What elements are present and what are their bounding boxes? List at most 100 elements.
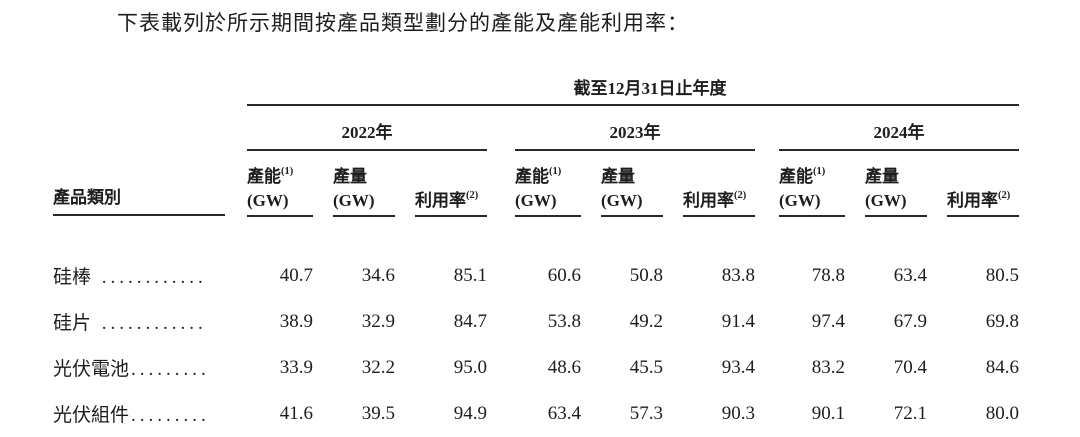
spacer xyxy=(755,345,779,391)
value-cell: 95.0 xyxy=(453,356,487,378)
value-cell: 78.8 xyxy=(811,264,845,286)
dot-leader: ......... xyxy=(131,405,210,426)
spacer xyxy=(755,299,779,345)
spacer xyxy=(313,345,333,391)
footnote-ref-2: (2) xyxy=(734,190,747,202)
spacer xyxy=(845,345,865,391)
intro-text: 下表載列於所示期間按產品類型劃分的產能及產能利用率： xyxy=(117,11,689,35)
spacer xyxy=(53,68,247,105)
spacer xyxy=(487,391,515,437)
spacer xyxy=(845,253,865,299)
output-header-2023: 產量 (GW) xyxy=(601,150,663,217)
footnote-ref-1: (1) xyxy=(813,166,826,178)
value-cell: 93.4 xyxy=(721,356,755,378)
row-header: 產品類別 xyxy=(53,186,225,216)
footnote-ref-1: (1) xyxy=(281,166,294,178)
value-cell: 84.7 xyxy=(453,310,487,332)
product-category-label: 硅片 ............ xyxy=(53,313,207,334)
spacer xyxy=(927,391,947,437)
spacer xyxy=(663,391,683,437)
spacer xyxy=(581,299,601,345)
spacer xyxy=(395,391,415,437)
value-cell: 53.8 xyxy=(547,310,581,332)
spacer xyxy=(395,253,415,299)
value-cell: 45.5 xyxy=(629,356,663,378)
utilization-header-2024: 利用率(2) xyxy=(947,150,1019,217)
value-cell: 48.6 xyxy=(547,356,581,378)
year-header-2024: 2024年 xyxy=(779,105,1019,151)
value-cell: 40.7 xyxy=(279,264,313,286)
table-row: 硅片 ............ 38.9 32.9 84.7 53.8 49.2 91.4 9… xyxy=(53,299,1019,345)
spacer xyxy=(755,105,779,150)
footnote-ref-1: (1) xyxy=(549,166,562,178)
spacer xyxy=(927,345,947,391)
capacity-header-2024: 產能(1) (GW) xyxy=(779,150,845,217)
spacer xyxy=(395,345,415,391)
table-row: 硅棒 ............ 40.7 34.6 85.1 60.6 50.8 83.8 7… xyxy=(53,253,1019,299)
capacity-header-2022: 產能(1) (GW) xyxy=(247,150,313,217)
year-header-2022: 2022年 xyxy=(247,105,487,151)
row-header-cell: 產品類別 xyxy=(53,150,247,216)
spacer xyxy=(395,299,415,345)
value-cell: 80.0 xyxy=(985,402,1019,424)
period-header: 截至12月31日止年度 xyxy=(247,68,1019,106)
spacer xyxy=(581,253,601,299)
value-cell: 60.6 xyxy=(547,264,581,286)
value-cell: 90.3 xyxy=(721,402,755,424)
spacer xyxy=(755,253,779,299)
value-cell: 84.6 xyxy=(985,356,1019,378)
spacer xyxy=(845,299,865,345)
spacer xyxy=(487,150,515,216)
value-cell: 69.8 xyxy=(985,310,1019,332)
spacer xyxy=(663,299,683,345)
spacer xyxy=(663,150,683,216)
product-category-label: 光伏電池......... xyxy=(53,359,210,380)
year-header-2023: 2023年 xyxy=(515,105,755,151)
value-cell: 38.9 xyxy=(279,310,313,332)
spacer xyxy=(581,345,601,391)
capacity-utilization-table: 截至12月31日止年度 2022年 2023年 2024年 產品類別 產能(1)… xyxy=(53,68,1019,437)
spacer xyxy=(927,299,947,345)
spacer xyxy=(395,150,415,216)
value-cell: 90.1 xyxy=(811,402,845,424)
value-cell: 34.6 xyxy=(361,264,395,286)
product-category-label: 光伏組件......... xyxy=(53,405,210,426)
spacer xyxy=(663,253,683,299)
spacer xyxy=(53,105,247,150)
spacer xyxy=(313,391,333,437)
value-cell: 49.2 xyxy=(629,310,663,332)
product-category-label: 硅棒 ............ xyxy=(53,267,207,288)
column-header-row: 產品類別 產能(1) (GW) 產量 (GW) 利用率(2) 產能(1) (GW) 產… xyxy=(53,150,1019,217)
value-cell: 57.3 xyxy=(629,402,663,424)
value-cell: 70.4 xyxy=(893,356,927,378)
utilization-header-2022: 利用率(2) xyxy=(415,150,487,217)
table-row: 光伏電池......... 33.9 32.2 95.0 48.6 45.5 93.4 83.… xyxy=(53,345,1019,391)
value-cell: 83.8 xyxy=(721,264,755,286)
value-cell: 32.2 xyxy=(361,356,395,378)
period-header-row: 截至12月31日止年度 xyxy=(53,68,1019,106)
spacer xyxy=(487,105,515,150)
spacer xyxy=(487,253,515,299)
spacer xyxy=(755,150,779,216)
value-cell: 80.5 xyxy=(985,264,1019,286)
value-cell: 63.4 xyxy=(547,402,581,424)
value-cell: 72.1 xyxy=(893,402,927,424)
value-cell: 94.9 xyxy=(453,402,487,424)
spacer xyxy=(663,345,683,391)
table-body: 硅棒 ............ 40.7 34.6 85.1 60.6 50.8 83.8 7… xyxy=(53,253,1019,437)
output-header-2024: 產量 (GW) xyxy=(865,150,927,217)
spacer xyxy=(487,345,515,391)
spacer xyxy=(845,150,865,216)
utilization-header-2023: 利用率(2) xyxy=(683,150,755,217)
table-row: 光伏組件......... 41.6 39.5 94.9 63.4 57.3 90.3 90.… xyxy=(53,391,1019,437)
year-header-row: 2022年 2023年 2024年 xyxy=(53,105,1019,151)
footnote-ref-2: (2) xyxy=(998,190,1011,202)
spacer xyxy=(581,150,601,216)
value-cell: 32.9 xyxy=(361,310,395,332)
footnote-ref-2: (2) xyxy=(466,190,479,202)
spacer xyxy=(581,391,601,437)
spacer xyxy=(313,253,333,299)
header-body-gap xyxy=(53,216,1019,253)
spacer xyxy=(487,299,515,345)
dot-leader: ......... xyxy=(131,359,210,380)
